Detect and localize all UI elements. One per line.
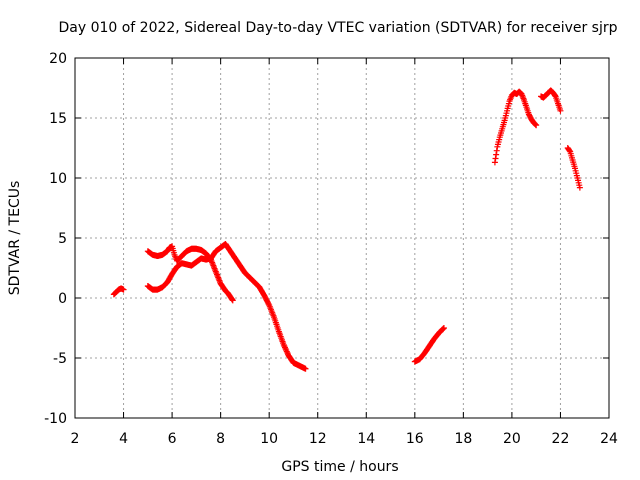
series-arc-7 bbox=[564, 145, 583, 191]
x-tick-label: 8 bbox=[216, 431, 225, 447]
x-tick-label: 12 bbox=[309, 431, 327, 447]
y-axis-label: SDTVAR / TECUs bbox=[7, 181, 23, 296]
data-point bbox=[302, 365, 309, 372]
series-arc-4 bbox=[411, 325, 447, 365]
data-point bbox=[283, 348, 290, 355]
x-tick-label: 6 bbox=[168, 431, 177, 447]
data-point bbox=[440, 325, 447, 331]
data-point bbox=[284, 349, 291, 356]
x-tick-label: 4 bbox=[119, 431, 128, 447]
data-point bbox=[282, 345, 289, 352]
grid bbox=[75, 58, 609, 418]
x-tick-label: 16 bbox=[406, 431, 424, 447]
series-arc-6 bbox=[538, 87, 564, 114]
data-point bbox=[229, 296, 236, 303]
series-arc-1 bbox=[110, 285, 127, 298]
data-point bbox=[491, 159, 498, 166]
data-point bbox=[576, 184, 583, 191]
data-point bbox=[229, 297, 236, 304]
series-arc-2 bbox=[144, 243, 236, 304]
data-point bbox=[120, 286, 127, 293]
data-point bbox=[493, 147, 500, 154]
series-arc-3 bbox=[144, 241, 309, 372]
x-tick-label: 18 bbox=[454, 431, 472, 447]
data-point bbox=[566, 147, 573, 154]
x-tick-label: 20 bbox=[503, 431, 521, 447]
chart-title: Day 010 of 2022, Sidereal Day-to-day VTE… bbox=[58, 20, 617, 36]
x-tick-label: 24 bbox=[600, 431, 618, 447]
series-arc-5 bbox=[491, 88, 540, 166]
y-axis-ticks: -10 -5 0 5 10 15 20 bbox=[44, 51, 609, 427]
data-point bbox=[492, 155, 499, 162]
data-points bbox=[110, 87, 583, 372]
x-axis-ticks: 2 4 6 8 10 12 14 16 18 20 22 24 bbox=[71, 58, 618, 447]
y-tick-label: 20 bbox=[49, 51, 67, 67]
data-point bbox=[557, 107, 564, 114]
data-point bbox=[281, 344, 288, 351]
x-tick-label: 10 bbox=[260, 431, 278, 447]
data-point bbox=[551, 92, 558, 99]
x-tick-label: 2 bbox=[71, 431, 80, 447]
plot-frame bbox=[74, 57, 610, 419]
y-tick-label: 15 bbox=[49, 111, 67, 127]
y-tick-label: 0 bbox=[58, 291, 67, 307]
data-point bbox=[533, 122, 540, 129]
data-point bbox=[283, 347, 290, 354]
y-tick-label: 10 bbox=[49, 171, 67, 187]
data-point bbox=[493, 151, 500, 158]
x-tick-label: 22 bbox=[552, 431, 570, 447]
data-point bbox=[265, 301, 272, 307]
x-tick-label: 14 bbox=[357, 431, 375, 447]
x-axis-label: GPS time / hours bbox=[281, 459, 398, 475]
y-tick-label: 5 bbox=[58, 231, 67, 247]
data-point bbox=[281, 343, 288, 350]
y-tick-label: -5 bbox=[53, 351, 67, 367]
data-point bbox=[280, 341, 287, 348]
y-tick-label: -10 bbox=[44, 411, 67, 427]
